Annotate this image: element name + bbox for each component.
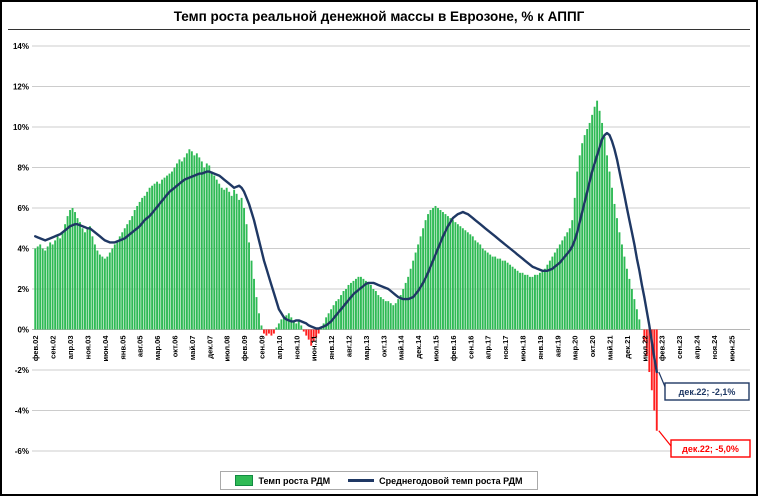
line-series — [34, 131, 658, 374]
x-axis-label: ноя.03 — [84, 336, 93, 360]
x-axis-label: май.07 — [188, 336, 197, 361]
y-axis-label: -4% — [15, 407, 29, 416]
callout-box — [670, 439, 751, 458]
x-axis-label: дек.21 — [623, 336, 632, 359]
x-axis-label: июн.11 — [310, 336, 319, 362]
x-axis-label: июл.22 — [640, 336, 649, 362]
x-axis-label: фев.16 — [449, 336, 458, 362]
bar-swatch-icon — [235, 475, 254, 486]
gridlines: 14% 12% 10% 8% 6% 4% 2% 0% -2% -4% -6% — [13, 42, 750, 456]
x-axis-label: июл.08 — [223, 336, 232, 362]
x-axis-label: окт.13 — [379, 336, 388, 358]
y-axis-label: 0% — [17, 326, 29, 335]
x-axis-label: июн.18 — [519, 336, 528, 362]
legend-box: Темп роста РДМ Среднегодовой темп роста … — [220, 471, 538, 490]
y-axis-label: 4% — [17, 245, 29, 254]
legend-label-bars: Темп роста РДМ — [258, 475, 331, 486]
y-axis-label: 14% — [13, 42, 29, 51]
x-axis-label: мар.20 — [571, 336, 580, 361]
y-axis-label: -6% — [15, 447, 29, 456]
legend-item-bars: Темп роста РДМ — [235, 475, 330, 486]
x-axis-label: май.21 — [606, 336, 615, 361]
y-axis-label: -2% — [15, 366, 29, 375]
x-axis-label: сен.23 — [675, 336, 684, 359]
x-axis-label: авг.12 — [345, 336, 354, 358]
y-axis-label: 10% — [13, 123, 29, 132]
x-axis-label: июн.04 — [101, 335, 110, 362]
chart-title: Темп роста реальной денежной массы в Евр… — [8, 2, 750, 30]
x-axis-label: сен.09 — [258, 336, 267, 359]
x-axis-label: янв.19 — [536, 336, 545, 360]
legend-item-line: Среднегодовой темп роста РДМ — [348, 475, 523, 486]
x-axis-label: сен.16 — [466, 336, 475, 359]
y-axis-label: 6% — [17, 204, 29, 213]
callout-box — [664, 382, 750, 401]
legend: Темп роста РДМ Среднегодовой темп роста … — [2, 471, 756, 490]
y-axis-label: 12% — [13, 83, 29, 92]
x-axis-label: июн.25 — [727, 336, 736, 362]
x-axis-label: окт.06 — [171, 336, 180, 358]
x-axis-label: фев.02 — [31, 336, 40, 362]
x-axis-label: ноя.17 — [501, 335, 510, 359]
x-axis-label: янв.12 — [327, 336, 336, 360]
callout-label: дек.22; -2,1% — [679, 387, 736, 397]
x-axis-label: ноя.10 — [292, 336, 301, 360]
x-axis-label: ноя.24 — [710, 335, 719, 360]
x-axis-label: янв.05 — [118, 336, 127, 360]
line-swatch-icon — [348, 479, 375, 482]
x-axis-label: авг.19 — [553, 336, 562, 358]
x-axis-label: апр.24 — [693, 335, 702, 360]
legend-label-line: Среднегодовой темп роста РДМ — [379, 475, 523, 486]
x-axis-label: сен.02 — [49, 336, 58, 359]
x-axis-label: апр.17 — [484, 336, 493, 360]
x-axis-labels: фев.02 сен.02 апр.03 ноя.03 июн.04 янв.05 авг.… — [31, 335, 736, 362]
chart-plot: 14% 12% 10% 8% 6% 4% 2% 0% -2% -4% -6% фев.02 сен.02… — [13, 42, 751, 458]
x-axis-label: дек.07 — [205, 336, 214, 359]
x-axis-label: авг.05 — [136, 336, 145, 358]
x-axis-label: мар.06 — [153, 336, 162, 361]
x-axis-label: июл.15 — [432, 336, 441, 362]
x-axis-label: апр.10 — [275, 336, 284, 360]
x-axis-label: фев.23 — [658, 336, 667, 362]
x-axis-label: апр.03 — [66, 336, 75, 360]
x-axis-label: мар.13 — [362, 336, 371, 361]
y-axis-label: 2% — [17, 285, 29, 294]
x-axis-label: фев.09 — [240, 336, 249, 362]
bars-series — [34, 100, 658, 431]
callout-label: дек.22; -5,0% — [682, 444, 739, 454]
x-axis-label: дек.14 — [414, 335, 423, 359]
y-axis-label: 8% — [17, 164, 29, 173]
x-axis-label: окт.20 — [588, 336, 597, 358]
x-axis-label: май.14 — [397, 335, 406, 360]
